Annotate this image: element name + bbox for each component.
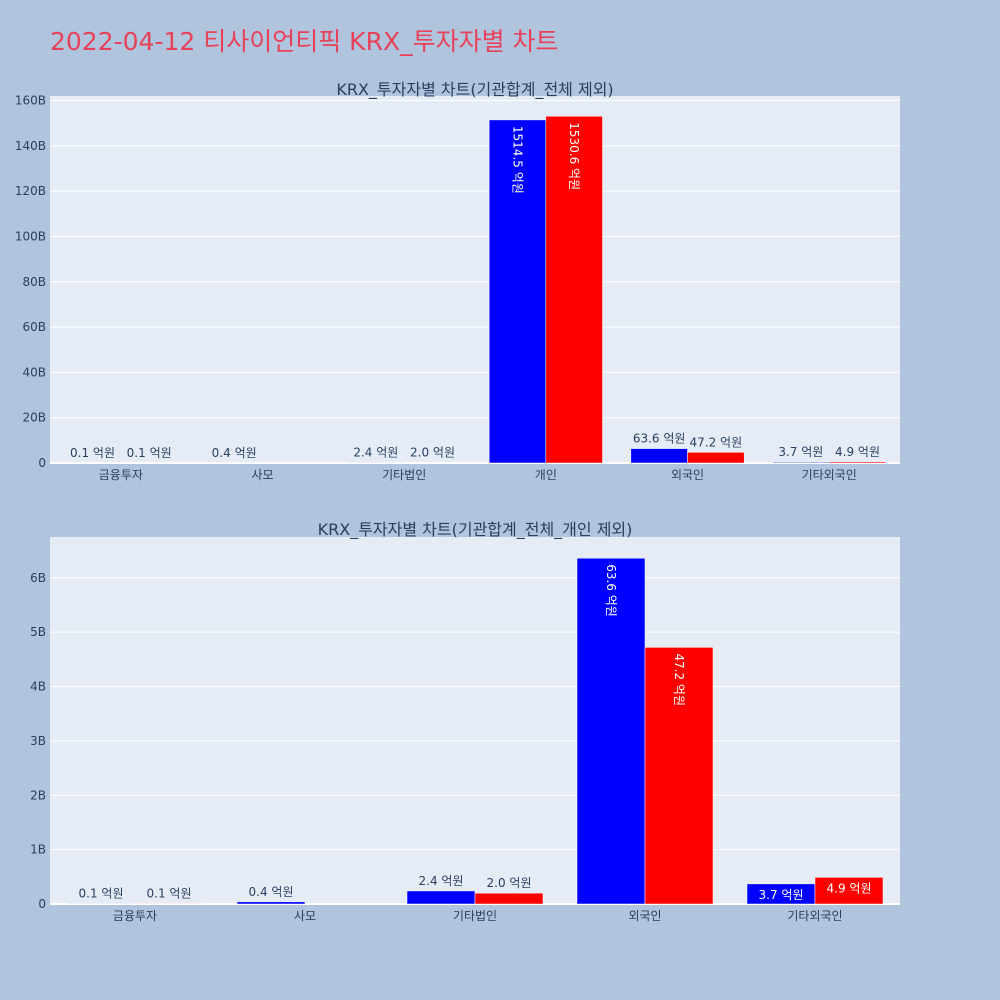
bar bbox=[630, 448, 688, 464]
bar-data-label: 2.4 억원 bbox=[419, 874, 464, 888]
x-tick-label: 기타법인 bbox=[453, 909, 497, 923]
y-tick-label: 4B bbox=[30, 680, 46, 694]
y-tick-label: 20B bbox=[22, 411, 46, 425]
x-tick-label: 외국인 bbox=[628, 909, 661, 923]
bar-data-label: 4.9 억원 bbox=[827, 881, 872, 895]
page-title: 2022-04-12 티사이언티픽 KRX_투자자별 차트 bbox=[50, 27, 559, 56]
x-tick-label: 외국인 bbox=[671, 468, 704, 482]
y-tick-label: 100B bbox=[15, 229, 46, 243]
bar bbox=[474, 892, 544, 905]
bar-data-label: 1514.5 억원 bbox=[511, 126, 525, 194]
bar bbox=[828, 461, 887, 464]
y-tick-label: 60B bbox=[22, 320, 46, 334]
bar-data-label: 3.7 억원 bbox=[778, 445, 823, 459]
y-tick-label: 40B bbox=[22, 365, 46, 379]
bar-data-label: 0.4 억원 bbox=[212, 446, 257, 460]
y-tick-label: 5B bbox=[30, 625, 46, 639]
y-tick-label: 1B bbox=[30, 843, 46, 857]
bar-data-label: 0.1 억원 bbox=[70, 446, 115, 460]
y-tick-label: 80B bbox=[22, 275, 46, 289]
bar bbox=[347, 462, 405, 464]
bar bbox=[134, 903, 204, 905]
chart-title: KRX_투자자별 차트(기관합계_전체_개인 제외) bbox=[318, 520, 633, 540]
bar-data-label: 2.4 억원 bbox=[353, 445, 398, 459]
x-tick-label: 사모 bbox=[294, 909, 316, 923]
y-tick-label: 6B bbox=[30, 571, 46, 585]
bar-data-label: 0.1 억원 bbox=[127, 446, 172, 460]
y-tick-label: 0 bbox=[38, 456, 46, 470]
bar-data-label: 4.9 억원 bbox=[835, 445, 880, 459]
bar bbox=[814, 877, 884, 905]
bar bbox=[687, 452, 745, 464]
x-tick-label: 개인 bbox=[535, 468, 557, 482]
plot-area bbox=[50, 96, 900, 463]
bar bbox=[644, 647, 714, 905]
plot-area bbox=[50, 537, 900, 904]
chart-1: 0 20B 40B 60B 80B 100B 120B 140B 160B KRX_투자자별 차트… bbox=[15, 80, 900, 482]
x-tick-label: 기타외국인 bbox=[802, 468, 857, 482]
bar bbox=[772, 461, 830, 464]
y-tick-label: 2B bbox=[30, 788, 46, 802]
bar bbox=[488, 119, 547, 464]
bar bbox=[66, 903, 136, 905]
bar-data-label: 63.6 억원 bbox=[604, 564, 618, 617]
y-tick-label: 3B bbox=[30, 734, 46, 748]
bar-data-label: 2.0 억원 bbox=[487, 876, 532, 890]
y-tick-label: 140B bbox=[15, 139, 46, 153]
bar-data-label: 47.2 억원 bbox=[672, 653, 686, 706]
chart-title: KRX_투자자별 차트(기관합계_전체 제외) bbox=[336, 80, 613, 100]
x-tick-label: 금융투자 bbox=[99, 468, 143, 482]
bar-data-label: 47.2 억원 bbox=[690, 435, 743, 449]
x-tick-label: 사모 bbox=[251, 468, 273, 482]
x-tick-label: 금융투자 bbox=[113, 909, 157, 923]
bar-data-label: 0.1 억원 bbox=[79, 886, 124, 900]
bar-data-label: 0.1 억원 bbox=[147, 886, 192, 900]
bar-data-label: 3.7 억원 bbox=[759, 888, 804, 902]
bar bbox=[406, 890, 476, 905]
x-tick-label: 기타법인 bbox=[382, 468, 426, 482]
bar-data-label: 63.6 억원 bbox=[633, 432, 686, 446]
bar-data-label: 1530.6 억원 bbox=[567, 122, 581, 190]
bar-data-label: 2.0 억원 bbox=[410, 446, 455, 460]
y-tick-label: 120B bbox=[15, 184, 46, 198]
chart-2: 0 1B 2B 3B 4B 5B 6B KRX_투자자별 차트(기관합계_전체_개인 제외) 금… bbox=[30, 520, 900, 923]
bar bbox=[236, 901, 306, 905]
bar bbox=[545, 116, 603, 464]
y-tick-label: 160B bbox=[15, 94, 46, 108]
x-tick-label: 기타외국인 bbox=[787, 909, 842, 923]
bar-data-label: 0.4 억원 bbox=[249, 885, 294, 899]
y-tick-label: 0 bbox=[38, 897, 46, 911]
bar bbox=[576, 557, 646, 905]
